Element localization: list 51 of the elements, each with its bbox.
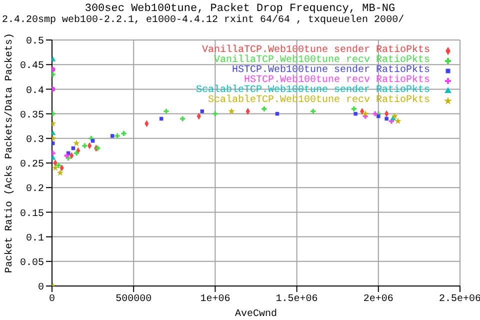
point — [164, 108, 169, 114]
point — [121, 130, 126, 136]
point — [110, 134, 114, 138]
point — [73, 140, 80, 146]
point — [376, 114, 380, 118]
point — [56, 162, 62, 168]
point — [82, 143, 88, 148]
x-tick-label: 0 — [48, 294, 56, 306]
point — [362, 110, 369, 117]
y-tick-label: 0.05 — [20, 258, 44, 269]
point — [384, 116, 388, 121]
legend-label: ScalableTCP.Web100tune sender RatioPkts — [196, 85, 430, 96]
chart-title: 300sec Web100tune, Packet Drop Frequency, MB-NG — [84, 3, 396, 15]
y-tick-label: 0.25 — [20, 160, 44, 171]
y-tick-label: 0.3 — [26, 134, 44, 146]
legend-label: HSTCP.Web100tune recv RatioPkts — [244, 75, 430, 86]
legend-label: VanillaTCP.Web100tune sender RatioPkts — [202, 45, 430, 56]
legend-label: HSTCP.Web100tune sender RatioPkts — [232, 65, 430, 76]
point — [391, 112, 398, 120]
point — [64, 153, 70, 158]
x-tick-label: 500000 — [116, 294, 152, 306]
legend-label: ScalableTCP.Web100tune recv RatioPkts — [208, 95, 430, 106]
point — [372, 111, 378, 116]
x-tick-label: 2.5e+06 — [438, 294, 480, 306]
point — [56, 169, 64, 176]
point — [74, 150, 79, 156]
x-tick-label: 2e+06 — [363, 294, 394, 306]
y-axis-title: Packet Ratio (Acks Packets/Data Packets) — [4, 32, 16, 273]
point — [351, 106, 356, 112]
y-tick-label: 0.1 — [26, 233, 44, 244]
y-tick-label: 0.4 — [26, 86, 44, 97]
x-tick-label: 1.5e+06 — [276, 294, 318, 306]
point — [262, 106, 267, 112]
point — [180, 116, 186, 122]
x-tick-label: 1e+06 — [200, 294, 230, 306]
point — [114, 133, 120, 138]
point — [228, 108, 235, 114]
y-tick-label: 0 — [38, 282, 44, 294]
y-tick-label: 0.15 — [20, 208, 44, 220]
y-tick-label: 0.5 — [26, 36, 44, 48]
x-axis-title: AveCwnd — [234, 308, 278, 320]
y-tick-label: 0.45 — [20, 61, 44, 72]
legend-label: VanillaTCP.Web100tune recv RatioPkts — [214, 55, 430, 66]
point — [394, 118, 402, 124]
y-tick-label: 0.35 — [20, 110, 44, 122]
point — [52, 164, 59, 171]
y-tick-label: 0.2 — [26, 184, 44, 196]
chart-subtitle: 2.4.20smp web100-2.2.1, e1000-4.4.12 rxint 64/64 , txqueuelen 2000/ — [2, 15, 406, 26]
point — [310, 108, 316, 114]
point — [212, 111, 218, 116]
point — [354, 112, 358, 116]
